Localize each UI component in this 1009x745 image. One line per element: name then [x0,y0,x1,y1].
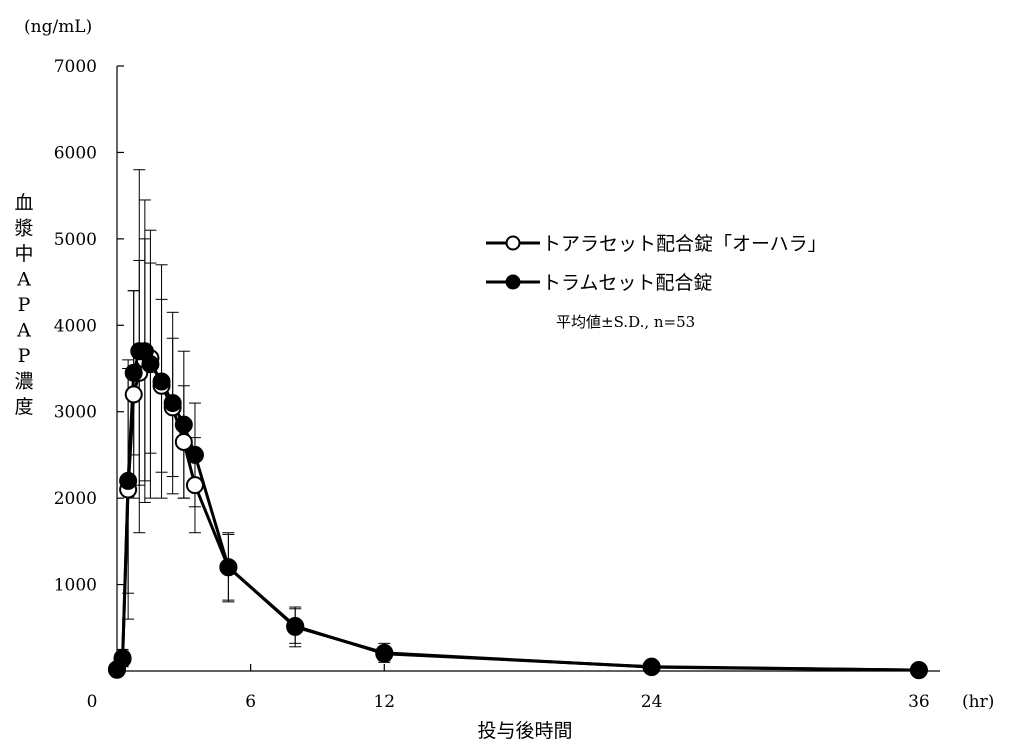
data-point-tramcet [219,558,238,577]
data-point-oohara [185,476,204,495]
x-axis-unit: (hr) [962,692,994,712]
y-axis-title-char: 漿 [14,218,33,240]
data-point-tramcet [174,415,193,434]
data-point-tramcet [141,355,160,374]
x-axis-title: 投与後時間 [477,720,572,742]
x-tick-label: 24 [641,692,663,712]
legend-note: 平均値±S.D., n=53 [556,313,695,331]
y-tick-label: 4000 [54,316,97,336]
series-lines [115,349,919,672]
y-axis-title-char: 濃 [14,371,33,393]
legend-marker-filled-circle [505,274,521,290]
data-point-tramcet [185,445,204,464]
data-point-tramcet [124,363,143,382]
y-axis-title-char: 度 [14,396,33,418]
y-tick-label: 7000 [54,57,97,77]
data-point-tramcet [152,372,171,391]
data-point-tramcet [119,471,138,490]
data-point-tramcet [113,649,132,668]
y-tick-label: 5000 [54,230,97,250]
y-tick-label: 3000 [54,403,97,423]
x-tick-label: 0 [87,692,98,712]
legend-label-oohara: トアラセット配合錠「オーハラ」 [542,233,827,255]
y-axis-title-char: P [18,294,31,316]
y-tick-label: 2000 [54,489,97,509]
x-tick-label: 12 [373,692,395,712]
series-markers [108,342,928,680]
y-axis-title-char: A [16,320,31,342]
y-tick-label: 1000 [54,576,97,596]
series-line-tramcet [115,349,919,672]
legend-label-tramcet: トラムセット配合錠 [542,272,712,294]
y-tick-label: 6000 [54,143,97,163]
data-point-oohara [174,432,193,451]
data-point-tramcet [163,394,182,413]
data-point-tramcet [286,617,305,636]
legend-marker-open-circle [505,235,521,251]
y-axis-title-char: P [18,345,31,367]
x-tick-label: 6 [245,692,256,712]
data-point-oohara [124,385,143,404]
y-axis-title-char: 中 [14,243,33,265]
x-tick-label: 36 [908,692,930,712]
series-line-oohara [115,356,919,672]
y-axis-title-char: 血 [14,192,33,214]
legend: トアラセット配合錠「オーハラ」 トラムセット配合錠 平均値±S.D., n=53 [486,233,827,331]
data-point-tramcet [375,643,394,662]
axes: 1000 2000 3000 4000 5000 6000 7000 0 6 12 24 36 [54,57,940,712]
y-axis-unit: (ng/mL) [24,17,92,37]
y-axis-title-char: A [16,269,31,291]
